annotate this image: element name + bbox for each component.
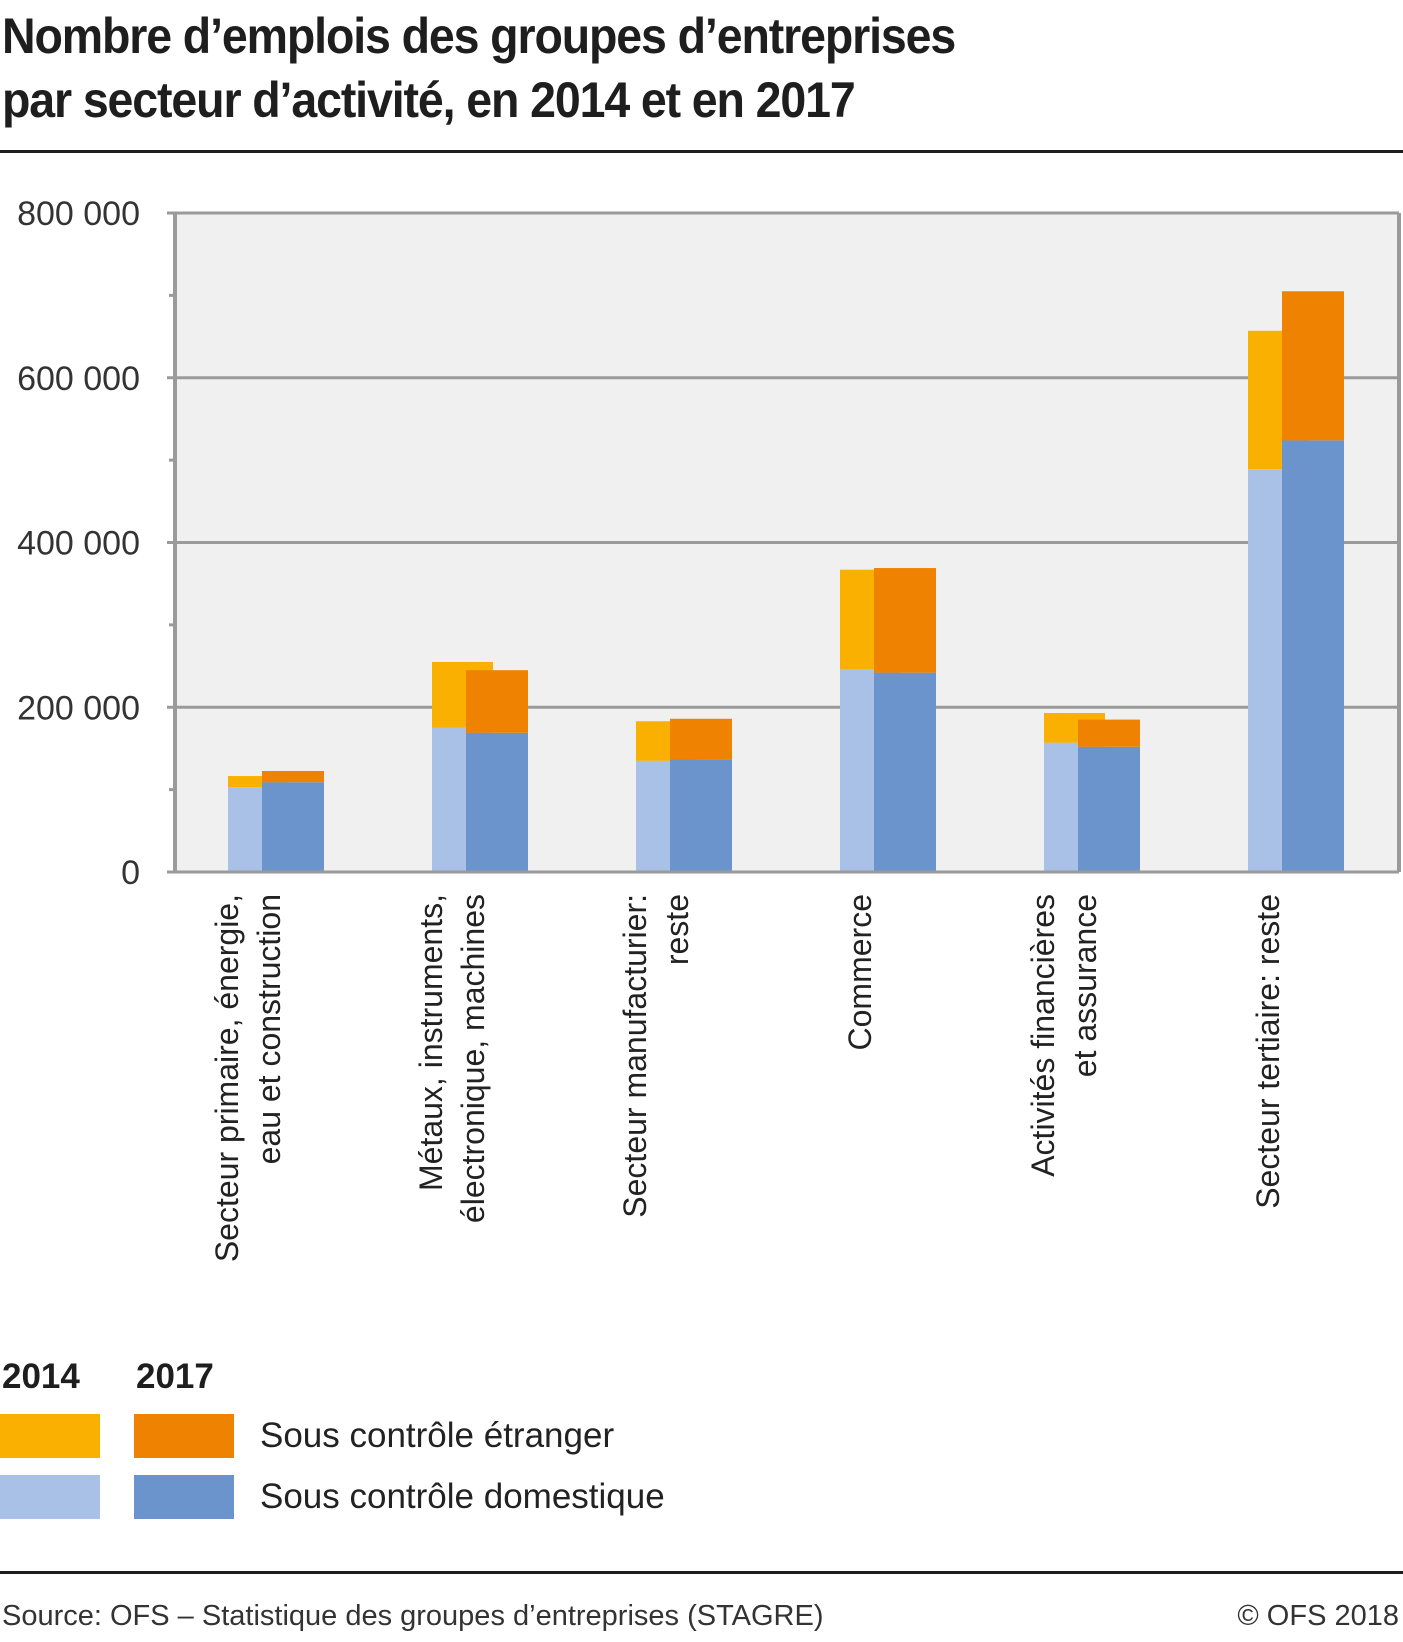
bar-2017-foreign (874, 568, 936, 673)
title-line-2: par secteur d’activité, en 2014 et en 20… (2, 72, 856, 128)
title-line-1: Nombre d’emplois des groupes d’entrepris… (2, 8, 956, 64)
footer-divider (0, 1571, 1403, 1574)
bar-group (1248, 291, 1344, 872)
bar-2017-foreign (670, 718, 732, 760)
axes (167, 213, 1401, 874)
x-tick-label: Commerce (842, 894, 878, 1050)
y-tick-label: 800 000 (17, 195, 140, 233)
source-note: Source: OFS – Statistique des groupes d’… (2, 1600, 824, 1632)
bar-group (636, 718, 732, 872)
legend-label-domestic: Sous contrôle domestique (260, 1477, 665, 1516)
bar-group (228, 771, 324, 872)
x-tick-label: électronique, machines (455, 894, 491, 1223)
legend-swatch-domestic-2014 (0, 1475, 100, 1519)
x-axis-labels: Secteur primaire, énergie, eau et constru… (209, 894, 1286, 1262)
bar-2017-domestic (262, 782, 324, 872)
title-divider (0, 150, 1403, 153)
bar-group (1044, 713, 1140, 872)
copyright: © OFS 2018 (1237, 1600, 1399, 1632)
y-tick-label: 200 000 (17, 689, 140, 727)
x-tick-label: Secteur primaire, énergie, (209, 894, 245, 1262)
legend-year-2014: 2014 (2, 1357, 80, 1396)
y-axis-ticks: 0 200 000 400 000 600 000 800 000 (17, 195, 140, 892)
legend-swatch-foreign-2014 (0, 1414, 100, 1458)
x-tick-label: et assurance (1067, 894, 1103, 1077)
x-tick-label: Secteur manufacturier: (617, 894, 653, 1218)
y-tick-label: 400 000 (17, 525, 140, 563)
bar-2017-foreign (1078, 719, 1140, 747)
legend-year-2017: 2017 (136, 1357, 214, 1396)
bar-2017-domestic (670, 759, 732, 872)
legend-label-foreign: Sous contrôle étranger (260, 1416, 615, 1455)
bar-2017-foreign (262, 771, 324, 783)
x-tick-label: Métaux, instruments, (413, 894, 449, 1191)
y-tick-label: 0 (121, 854, 140, 892)
bar-group (432, 661, 528, 872)
bar-2017-domestic (874, 672, 936, 872)
chart-title: Nombre d’emplois des groupes d’entrepris… (2, 4, 1285, 132)
bar-2017-domestic (466, 732, 528, 872)
x-tick-label: Activités financières (1025, 894, 1061, 1177)
x-tick-label: eau et construction (251, 894, 287, 1164)
legend-swatch-foreign-2017 (134, 1414, 234, 1458)
bars (228, 291, 1344, 872)
bar-2017-foreign (466, 670, 528, 733)
bar-2017-foreign (1282, 291, 1344, 441)
x-tick-label: reste (659, 894, 695, 965)
bar-group (840, 568, 936, 872)
x-tick-label: Secteur tertiaire: reste (1250, 894, 1286, 1209)
bar-2017-domestic (1282, 440, 1344, 872)
bar-2017-domestic (1078, 746, 1140, 872)
bar-chart: 0 200 000 400 000 600 000 800 000 Secteur pr… (17, 195, 1401, 1262)
legend-swatch-domestic-2017 (134, 1475, 234, 1519)
y-tick-label: 600 000 (17, 360, 140, 398)
bar-2014-foreign (228, 776, 289, 788)
